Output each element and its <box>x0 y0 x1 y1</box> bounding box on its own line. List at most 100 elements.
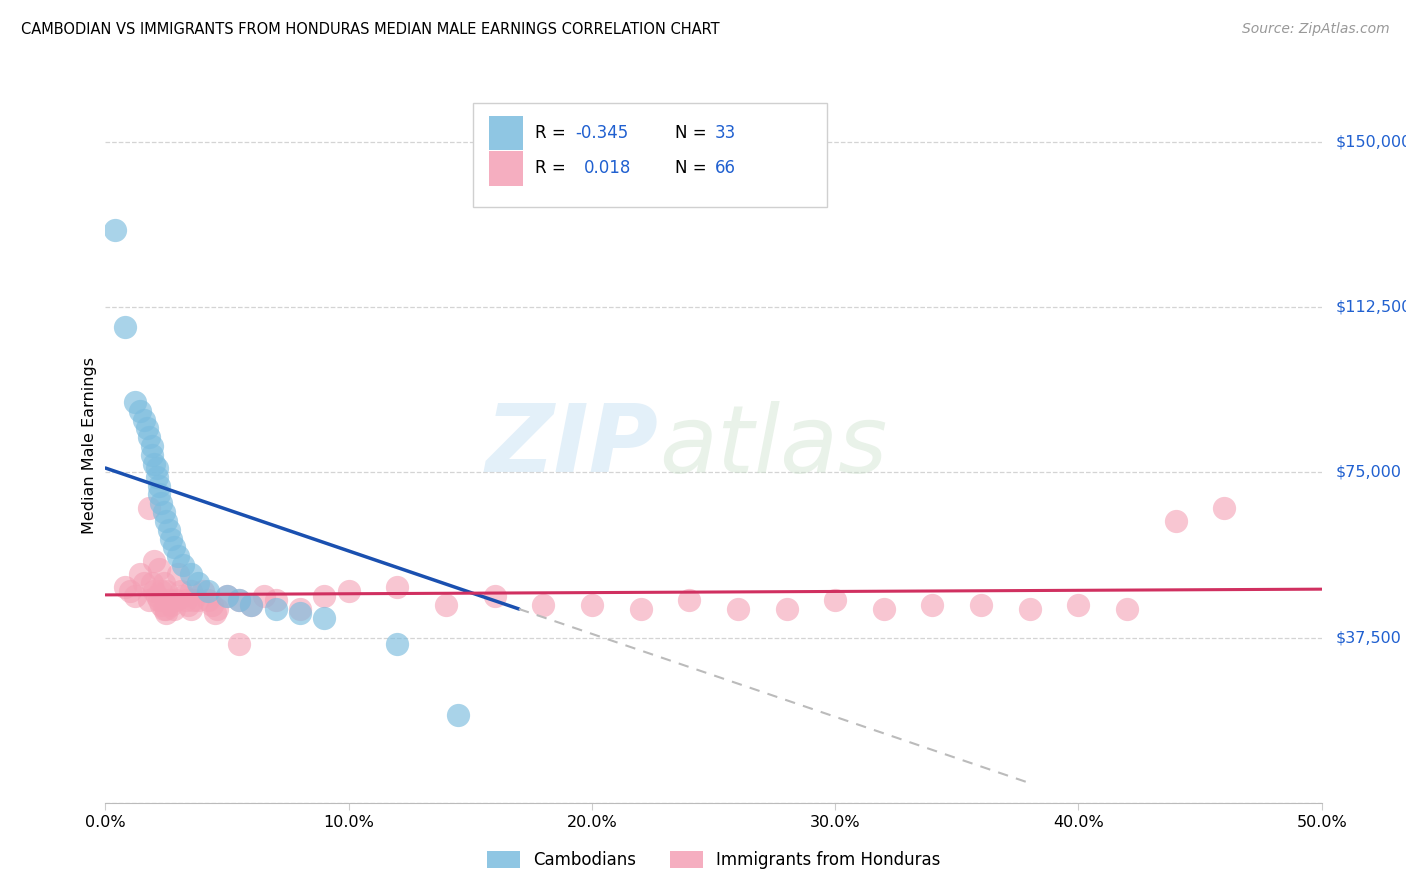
Point <box>155 607 177 621</box>
Point <box>160 532 183 546</box>
Point <box>240 598 263 612</box>
Point <box>128 403 150 417</box>
Point <box>314 611 336 625</box>
Point <box>153 602 176 616</box>
Point <box>177 598 200 612</box>
Point <box>128 566 150 581</box>
Point <box>114 320 136 334</box>
Text: CAMBODIAN VS IMMIGRANTS FROM HONDURAS MEDIAN MALE EARNINGS CORRELATION CHART: CAMBODIAN VS IMMIGRANTS FROM HONDURAS ME… <box>21 22 720 37</box>
Point <box>162 541 184 555</box>
Point <box>531 598 554 612</box>
Point <box>288 602 311 616</box>
Point <box>143 584 166 599</box>
Point <box>921 598 943 612</box>
Point <box>1213 500 1236 515</box>
Point <box>228 593 250 607</box>
Point <box>678 593 700 607</box>
Point <box>153 575 176 590</box>
Point <box>314 589 336 603</box>
Point <box>240 598 263 612</box>
Point <box>1164 514 1187 528</box>
Text: ZIP: ZIP <box>486 400 659 492</box>
Point <box>387 637 409 651</box>
Point <box>630 602 652 616</box>
Point <box>157 593 180 607</box>
Point <box>150 584 173 599</box>
Point <box>145 589 167 603</box>
Point <box>104 223 127 237</box>
Point <box>180 584 202 599</box>
Text: 0.018: 0.018 <box>583 160 631 178</box>
Point <box>824 593 846 607</box>
Point <box>181 593 204 607</box>
Text: $150,000: $150,000 <box>1336 135 1406 150</box>
Point <box>167 549 190 563</box>
Point <box>160 598 183 612</box>
Point <box>217 589 239 603</box>
Point <box>191 584 214 599</box>
Point <box>141 439 163 453</box>
Point <box>150 496 173 510</box>
FancyBboxPatch shape <box>488 152 523 186</box>
Point <box>124 589 146 603</box>
Point <box>447 707 470 722</box>
Point <box>124 395 146 409</box>
Point <box>288 607 311 621</box>
Point <box>155 602 177 616</box>
Point <box>180 566 202 581</box>
Point <box>1067 598 1090 612</box>
Point <box>252 589 274 603</box>
Text: $37,500: $37,500 <box>1336 630 1402 645</box>
Point <box>434 598 457 612</box>
Point <box>207 602 229 616</box>
Text: R =: R = <box>534 160 571 178</box>
Point <box>148 562 170 576</box>
Point <box>145 461 167 475</box>
Point <box>970 598 993 612</box>
Point <box>387 580 409 594</box>
Point <box>217 589 239 603</box>
Point <box>1018 602 1040 616</box>
Point <box>201 598 224 612</box>
Point <box>228 637 250 651</box>
Point <box>197 584 219 599</box>
Point <box>134 575 156 590</box>
Point <box>118 584 141 599</box>
Text: 33: 33 <box>714 124 735 142</box>
Point <box>153 505 176 519</box>
Point <box>337 584 360 599</box>
FancyBboxPatch shape <box>472 103 827 207</box>
Text: N =: N = <box>675 124 711 142</box>
Point <box>1116 602 1139 616</box>
Point <box>141 448 163 462</box>
Point <box>172 589 194 603</box>
Point <box>148 593 170 607</box>
Point <box>775 602 797 616</box>
Point <box>148 478 170 492</box>
Point <box>174 593 197 607</box>
Point <box>727 602 749 616</box>
Point <box>167 566 190 581</box>
Text: $75,000: $75,000 <box>1336 465 1402 480</box>
Point <box>187 593 209 607</box>
Point <box>581 598 603 612</box>
Point <box>143 457 166 471</box>
Y-axis label: Median Male Earnings: Median Male Earnings <box>82 358 97 534</box>
Text: atlas: atlas <box>659 401 887 491</box>
Text: 66: 66 <box>714 160 735 178</box>
Point <box>148 487 170 501</box>
Point <box>170 584 193 599</box>
Point <box>484 589 506 603</box>
Point <box>264 602 287 616</box>
FancyBboxPatch shape <box>488 116 523 150</box>
Point <box>114 580 136 594</box>
Point <box>157 523 180 537</box>
Point <box>138 430 160 444</box>
Point <box>187 575 209 590</box>
Point <box>162 602 184 616</box>
Point <box>873 602 896 616</box>
Point <box>165 593 187 607</box>
Text: R =: R = <box>534 124 571 142</box>
Point <box>143 553 166 567</box>
Point <box>204 607 226 621</box>
